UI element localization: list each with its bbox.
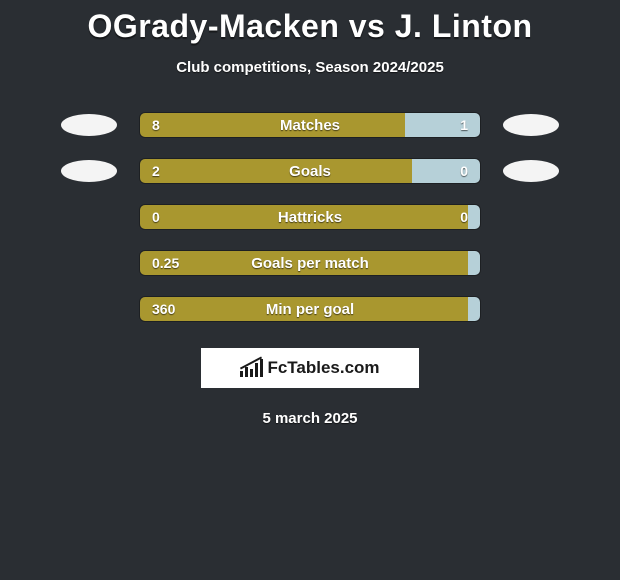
stat-right-value bbox=[468, 251, 480, 275]
subtitle: Club competitions, Season 2024/2025 bbox=[0, 59, 620, 76]
logo-text: FcTables.com bbox=[267, 358, 379, 378]
stat-row: 20Goals bbox=[0, 158, 620, 184]
player-flag-right bbox=[503, 160, 559, 182]
stat-bar: 0.25Goals per match bbox=[139, 250, 481, 276]
logo-chart-icon bbox=[240, 359, 263, 377]
fctables-logo: FcTables.com bbox=[201, 348, 419, 388]
stat-left-value: 0 bbox=[140, 205, 468, 229]
stat-bar: 20Goals bbox=[139, 158, 481, 184]
stat-left-value: 360 bbox=[140, 297, 468, 321]
stat-row: 00Hattricks bbox=[0, 204, 620, 230]
stat-left-value: 8 bbox=[140, 113, 405, 137]
stat-bar: 81Matches bbox=[139, 112, 481, 138]
stat-right-value: 1 bbox=[405, 113, 480, 137]
stat-left-value: 0.25 bbox=[140, 251, 468, 275]
stat-bar: 00Hattricks bbox=[139, 204, 481, 230]
stat-row: 360Min per goal bbox=[0, 296, 620, 322]
stat-left-value: 2 bbox=[140, 159, 412, 183]
stat-right-value bbox=[468, 297, 480, 321]
date-text: 5 march 2025 bbox=[0, 410, 620, 427]
stats-chart: 81Matches 20Goals 00Hattricks 0.25Goals per… bbox=[0, 112, 620, 322]
stat-right-value: 0 bbox=[412, 159, 480, 183]
stat-bar: 360Min per goal bbox=[139, 296, 481, 322]
page-title: OGrady-Macken vs J. Linton bbox=[0, 0, 620, 45]
stat-row: 0.25Goals per match bbox=[0, 250, 620, 276]
player-flag-right bbox=[503, 114, 559, 136]
stat-row: 81Matches bbox=[0, 112, 620, 138]
player-flag-left bbox=[61, 114, 117, 136]
stat-right-value: 0 bbox=[468, 205, 480, 229]
player-flag-left bbox=[61, 160, 117, 182]
